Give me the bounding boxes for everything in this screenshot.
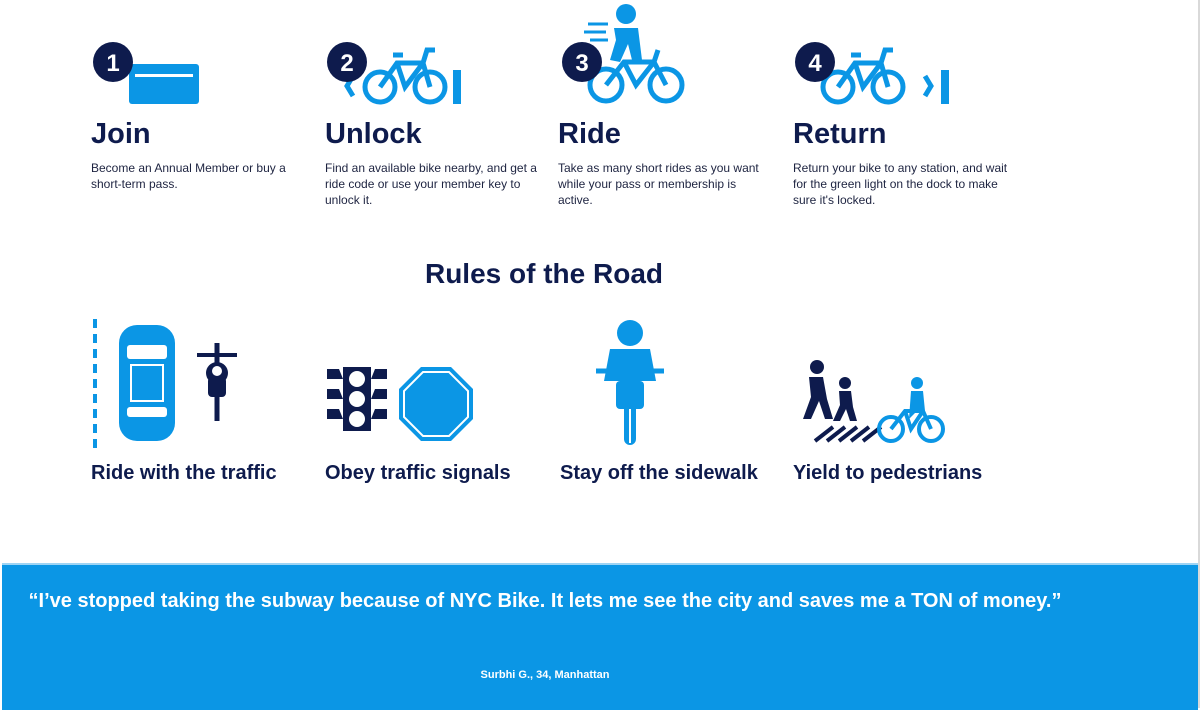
car-and-cyclist-icon [93,319,237,449]
step-title: Unlock [325,118,422,150]
step-description: Take as many short rides as you want whi… [558,161,759,207]
bike-dock-return-icon: 4 [795,42,949,105]
pedestrians-crosswalk-icon [803,360,945,443]
testimonial-band: “I’ve stopped taking the subway because … [2,563,1198,710]
rule-label: Ride with the traffic [91,462,277,484]
testimonial-quote: “I’ve stopped taking the subway because … [28,590,1062,612]
step-description: Return your bike to any station, and wai… [793,161,1008,207]
step-title: Join [91,118,151,150]
rules-heading: Rules of the Road [424,258,663,289]
traffic-light-stop-sign-icon [327,367,473,441]
rule-label: Obey traffic signals [325,462,511,484]
card-icon: 1 [93,42,199,104]
step-number: 4 [808,50,822,77]
bike-dock-unlock-icon: 2 [327,42,461,105]
step-title: Return [793,118,887,150]
step-number: 3 [575,50,588,77]
step-number: 1 [106,50,119,77]
rule-label: Yield to pedestrians [793,462,983,484]
step-title: Ride [558,118,621,150]
cyclist-front-icon [596,320,664,445]
step-description: Become an Annual Member or buy a short-t… [91,161,286,191]
rule-label: Stay off the sidewalk [560,462,758,484]
page-edge-divider [1198,0,1200,708]
step-description: Find an available bike nearby, and get a… [325,161,537,207]
step-number: 2 [340,50,353,77]
testimonial-author: Surbhi G., 34, Manhattan [480,669,610,681]
rider-icon: 3 [562,4,685,104]
